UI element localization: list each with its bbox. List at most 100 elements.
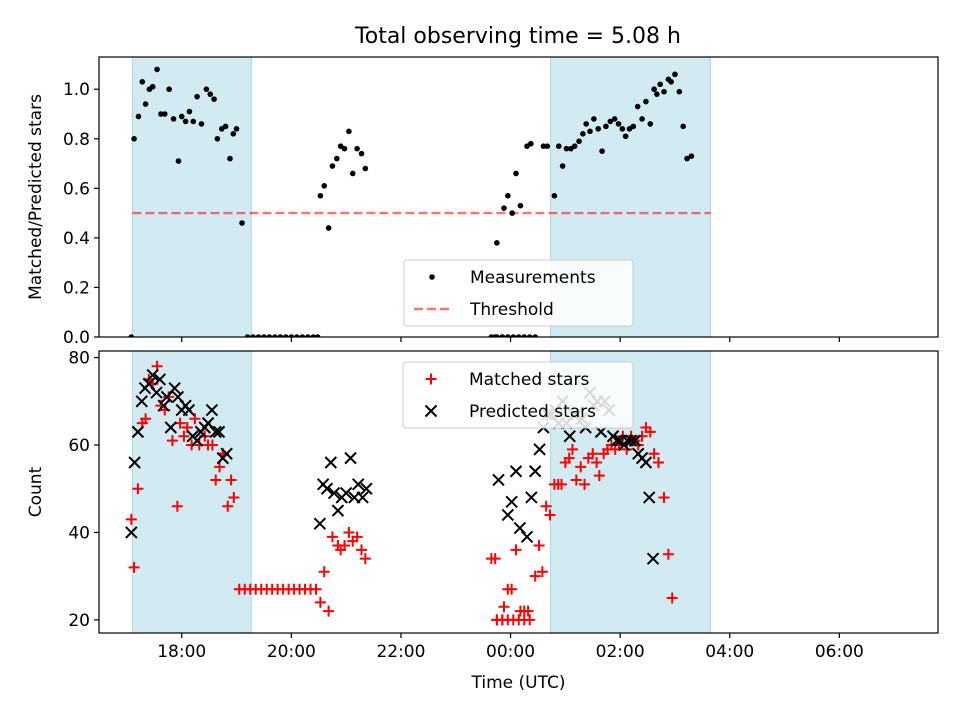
measurements-point-33 [266, 334, 273, 337]
matched-stars-point-4 [140, 413, 152, 425]
measurements-point-85 [587, 128, 593, 135]
top-legend-label-threshold: Threshold [469, 300, 554, 320]
measurements-point-78 [559, 163, 566, 169]
predicted-stars-point-34 [339, 486, 353, 500]
top-legend-box [403, 259, 634, 327]
measurements-point-99 [643, 98, 649, 105]
measurements-point-60 [499, 334, 506, 337]
bottom-ylabel: Count [26, 466, 46, 517]
predicted-stars-point-0 [125, 526, 138, 539]
measurements-point-12 [175, 158, 182, 164]
bottom-ytick-label-3: 80 [68, 349, 90, 369]
predicted-stars-point-23 [209, 425, 222, 439]
matched-stars-point-0 [125, 513, 137, 525]
matched-stars-point-66 [498, 601, 510, 613]
predicted-stars-point-27 [313, 517, 327, 530]
predicted-stars-point-9 [157, 399, 170, 412]
matched-stars-point-27 [228, 491, 240, 503]
measurements-point-19 [203, 86, 210, 93]
measurements-point-32 [261, 334, 267, 337]
measurements-point-43 [317, 192, 324, 199]
bottom-legend-key-matched-stars [425, 373, 437, 385]
measurements-point-59 [494, 334, 500, 337]
measurements-point-98 [639, 116, 645, 122]
measurements-point-11 [170, 116, 177, 122]
measurements-point-9 [161, 111, 168, 117]
bottom-legend-box [402, 361, 634, 429]
predicted-stars-point-22 [205, 403, 219, 417]
measurements-point-22 [214, 135, 221, 142]
bottom-xtick-label-3: 00:00 [486, 642, 535, 662]
predicted-stars-point-29 [320, 482, 334, 495]
measurements-point-103 [657, 81, 663, 88]
bottom-ytick-label-2: 60 [68, 436, 90, 456]
measurements-point-102 [654, 91, 660, 97]
matched-stars-point-56 [489, 553, 501, 565]
matched-stars-point-80 [556, 478, 568, 490]
measurements-point-2 [135, 113, 142, 120]
measurements-point-44 [321, 183, 328, 189]
matched-stars-point-52 [351, 531, 363, 543]
measurements-point-104 [661, 88, 667, 95]
measurements-point-52 [354, 145, 360, 152]
matched-stars-point-82 [563, 452, 575, 464]
matched-stars-point-25 [222, 500, 234, 512]
matched-stars-point-77 [544, 509, 556, 521]
measurements-point-0 [128, 334, 135, 337]
top-ytick-label-1: 0.2 [63, 278, 90, 298]
matched-stars-point-75 [536, 566, 548, 578]
measurements-point-106 [668, 78, 674, 85]
measurements-point-72 [528, 140, 534, 147]
top-shaded-span-0 [131, 57, 252, 337]
measurements-point-90 [607, 118, 614, 125]
top-panel: 0.0 0.2 0.4 0.6 0.8 1.0 Matched/Predicted star… [26, 56, 939, 348]
matched-stars-point-104 [648, 448, 660, 460]
measurements-point-84 [583, 121, 589, 127]
measurements-point-37 [288, 334, 295, 337]
measurements-point-50 [346, 128, 352, 135]
matched-stars-point-44 [318, 566, 330, 578]
predicted-stars-point-3 [135, 395, 148, 408]
predicted-stars-point-43 [509, 465, 523, 478]
measurements-point-51 [349, 170, 356, 177]
measurements-point-15 [186, 108, 193, 115]
measurements-point-111 [688, 153, 695, 159]
measurements-point-57 [494, 240, 500, 246]
top-ytick-label-0: 0.0 [63, 328, 90, 348]
predicted-stars-point-47 [529, 465, 542, 478]
measurements-point-83 [580, 131, 586, 137]
figure-title: Total observing time = 5.08 h [354, 24, 681, 49]
matched-stars-point-65 [524, 614, 536, 626]
matched-stars-point-50 [343, 526, 355, 538]
predicted-stars-point-68 [610, 434, 624, 447]
measurements-point-45 [325, 225, 332, 231]
measurements-point-21 [211, 96, 217, 102]
bottom-ytick-label-0: 20 [68, 611, 90, 631]
measurements-point-27 [233, 126, 240, 132]
measurements-point-14 [182, 118, 189, 125]
measurements-point-46 [329, 163, 336, 169]
matched-stars-point-69 [510, 544, 522, 556]
measurements-point-3 [139, 78, 146, 85]
measurements-point-16 [190, 118, 197, 125]
matched-stars-point-74 [533, 540, 545, 552]
top-legend: Measurements Threshold [403, 259, 634, 327]
bottom-xtick-label-1: 20:00 [267, 642, 316, 662]
measurements-point-67 [505, 192, 511, 199]
measurements-point-49 [341, 145, 348, 152]
measurements-point-97 [634, 103, 641, 110]
measurements-point-81 [571, 143, 578, 150]
measurements-point-68 [509, 210, 515, 216]
measurements-point-89 [603, 123, 609, 130]
predicted-stars-point-16 [182, 403, 196, 417]
top-frame [98, 56, 939, 338]
measurements-point-88 [599, 148, 605, 154]
predicted-stars-point-78 [646, 552, 660, 565]
measurements-point-13 [178, 113, 185, 120]
measurements-point-30 [250, 334, 256, 337]
predicted-stars-point-30 [324, 456, 338, 469]
matched-stars-point-54 [359, 553, 371, 565]
measurements-point-61 [505, 334, 511, 337]
predicted-stars-point-12 [168, 381, 181, 395]
